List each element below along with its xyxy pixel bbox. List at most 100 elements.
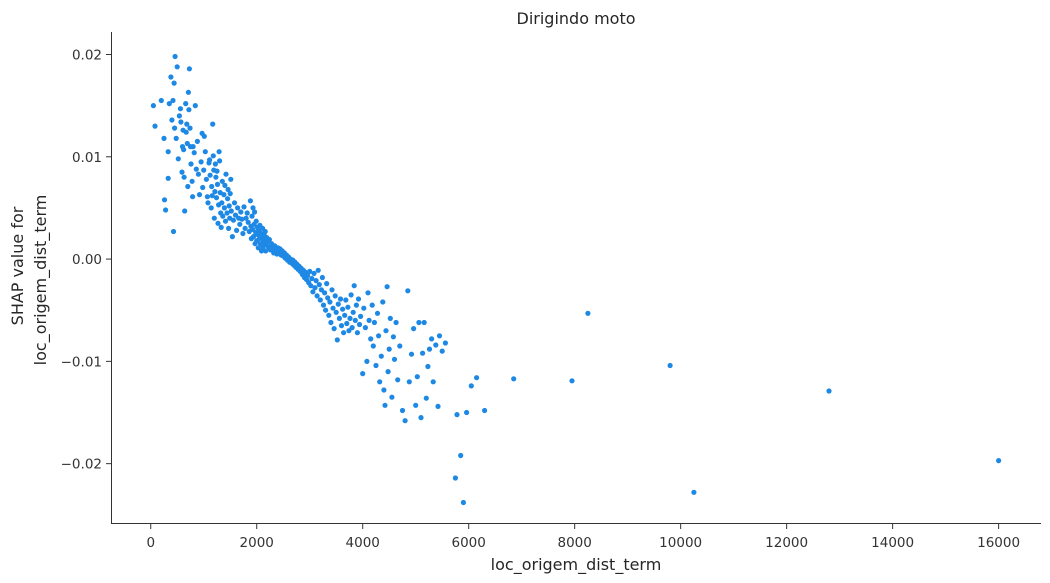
data-point	[319, 274, 325, 281]
data-point	[391, 356, 398, 362]
data-point	[258, 248, 265, 254]
data-point	[266, 237, 272, 243]
data-point	[223, 171, 229, 177]
data-point	[406, 379, 412, 385]
data-point	[386, 346, 392, 352]
data-point	[329, 287, 335, 293]
data-point	[332, 293, 338, 299]
data-point	[262, 228, 268, 235]
data-point	[185, 183, 191, 190]
data-point	[227, 191, 233, 197]
data-point	[171, 80, 177, 86]
x-axis-label: loc_origem_dist_term	[491, 555, 662, 575]
data-point	[195, 171, 201, 177]
data-point	[172, 125, 178, 131]
data-point	[186, 107, 192, 113]
data-point	[370, 343, 376, 349]
data-points	[150, 53, 1002, 506]
x-tick-label: 4000	[346, 535, 380, 551]
data-point	[214, 181, 221, 187]
data-point	[250, 234, 257, 240]
data-point	[213, 195, 220, 201]
data-point	[232, 212, 239, 218]
y-axis-label-line-1: SHAP value for	[8, 206, 27, 325]
data-point	[240, 230, 246, 237]
data-point	[346, 328, 352, 334]
data-point	[338, 323, 345, 329]
data-point	[385, 369, 391, 375]
data-point	[368, 336, 374, 342]
data-point	[996, 458, 1002, 464]
data-point	[204, 194, 210, 200]
data-point	[220, 213, 226, 219]
data-point	[308, 283, 314, 289]
data-point	[358, 313, 364, 319]
data-point	[351, 283, 357, 289]
data-point	[335, 301, 341, 307]
data-point	[168, 74, 174, 80]
data-point	[436, 333, 443, 339]
data-point	[184, 140, 190, 147]
data-point	[193, 166, 199, 172]
data-point	[310, 289, 316, 295]
data-point	[192, 103, 198, 109]
data-point	[183, 129, 189, 135]
chart-title: Dirigindo moto	[517, 9, 636, 28]
data-point	[230, 217, 236, 223]
data-point	[423, 395, 429, 401]
y-tick-label: 0.01	[72, 150, 102, 166]
data-point	[217, 158, 223, 164]
data-point	[182, 208, 188, 214]
data-point	[667, 362, 673, 369]
data-point	[161, 197, 168, 203]
data-point	[161, 135, 167, 141]
data-point	[826, 388, 832, 394]
data-point	[439, 348, 445, 354]
data-point	[176, 113, 182, 119]
data-point	[183, 101, 189, 107]
data-point	[186, 66, 192, 72]
data-point	[585, 310, 591, 316]
y-axis-label-line-2: loc_origem_dist_term	[31, 195, 51, 366]
data-point	[249, 213, 255, 219]
data-point	[243, 215, 249, 221]
data-point	[330, 305, 336, 311]
data-point	[354, 330, 360, 336]
data-point	[201, 167, 207, 173]
data-point	[229, 234, 235, 240]
data-point	[355, 296, 362, 302]
data-point	[377, 379, 383, 385]
data-point	[316, 282, 322, 288]
data-point	[221, 205, 227, 211]
data-point	[414, 374, 420, 380]
data-point	[395, 377, 401, 383]
data-point	[399, 407, 406, 414]
data-point	[405, 288, 411, 294]
data-point	[187, 125, 193, 131]
data-point	[511, 376, 517, 382]
data-point	[218, 224, 224, 230]
data-point	[326, 312, 332, 318]
data-point	[207, 172, 213, 178]
data-point	[247, 198, 253, 204]
data-point	[384, 284, 390, 290]
data-point	[331, 326, 337, 332]
data-point	[418, 415, 424, 421]
data-point	[430, 379, 436, 385]
data-point	[349, 325, 355, 331]
x-tick-label: 16000	[977, 535, 1020, 551]
data-point	[413, 402, 419, 408]
data-point	[212, 161, 218, 167]
data-point	[200, 184, 206, 191]
data-point	[173, 135, 179, 141]
data-point	[309, 275, 315, 282]
data-point	[360, 371, 366, 377]
data-point	[324, 281, 330, 287]
data-point	[311, 270, 317, 276]
data-point	[337, 296, 344, 302]
y-tick-label: 0.00	[72, 252, 102, 268]
data-point	[387, 315, 393, 321]
data-point	[376, 333, 382, 339]
data-point	[380, 299, 386, 305]
